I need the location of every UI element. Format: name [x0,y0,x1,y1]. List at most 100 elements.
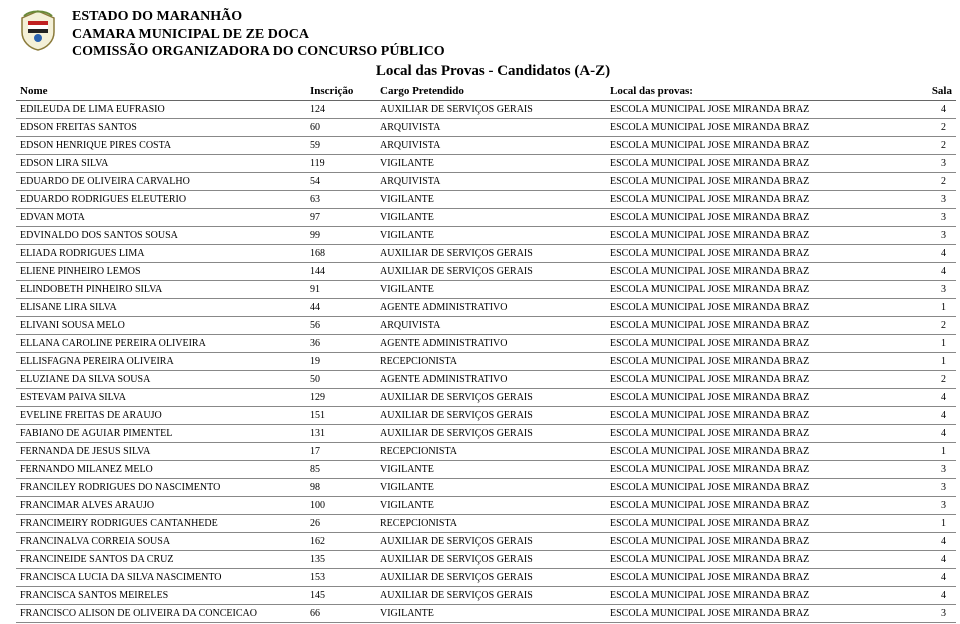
cell-nome: EDUARDO RODRIGUES ELEUTERIO [16,190,306,208]
cell-inscricao: 144 [306,262,376,280]
cell-nome: ELISANE LIRA SILVA [16,298,306,316]
cell-cargo: AUXILIAR DE SERVIÇOS GERAIS [376,100,606,118]
cell-inscricao: 100 [306,496,376,514]
th-sala: Sala [916,82,956,101]
table-row: FRANCISCA LUCIA DA SILVA NASCIMENTO153AU… [16,568,956,586]
header-titles: ESTADO DO MARANHÃO CAMARA MUNICIPAL DE Z… [72,8,944,80]
cell-local: ESCOLA MUNICIPAL JOSE MIRANDA BRAZ [606,244,916,262]
cell-cargo: AUXILIAR DE SERVIÇOS GERAIS [376,424,606,442]
cell-cargo: AUXILIAR DE SERVIÇOS GERAIS [376,244,606,262]
cell-sala: 3 [916,190,956,208]
cell-sala: 4 [916,424,956,442]
cell-sala: 4 [916,532,956,550]
cell-cargo: AUXILIAR DE SERVIÇOS GERAIS [376,262,606,280]
th-inscricao: Inscrição [306,82,376,101]
cell-sala: 4 [916,586,956,604]
cell-sala: 1 [916,298,956,316]
table-row: EVELINE FREITAS DE ARAUJO151AUXILIAR DE … [16,406,956,424]
cell-sala: 3 [916,496,956,514]
cell-sala: 1 [916,514,956,532]
cell-inscricao: 97 [306,208,376,226]
cell-nome: FRANCIMAR ALVES ARAUJO [16,496,306,514]
cell-nome: ELIADA RODRIGUES LIMA [16,244,306,262]
cell-inscricao: 131 [306,424,376,442]
page-subtitle: Local das Provas - Candidatos (A-Z) [72,63,944,80]
cell-cargo: VIGILANTE [376,496,606,514]
cell-local: ESCOLA MUNICIPAL JOSE MIRANDA BRAZ [606,118,916,136]
cell-sala: 3 [916,460,956,478]
table-row: EDSON HENRIQUE PIRES COSTA59ARQUIVISTAES… [16,136,956,154]
cell-local: ESCOLA MUNICIPAL JOSE MIRANDA BRAZ [606,550,916,568]
cell-local: ESCOLA MUNICIPAL JOSE MIRANDA BRAZ [606,334,916,352]
cell-cargo: AUXILIAR DE SERVIÇOS GERAIS [376,388,606,406]
cell-cargo: VIGILANTE [376,226,606,244]
cell-local: ESCOLA MUNICIPAL JOSE MIRANDA BRAZ [606,262,916,280]
cell-inscricao: 151 [306,406,376,424]
cell-nome: ELIENE PINHEIRO LEMOS [16,262,306,280]
cell-local: ESCOLA MUNICIPAL JOSE MIRANDA BRAZ [606,172,916,190]
table-row: ELIENE PINHEIRO LEMOS144AUXILIAR DE SERV… [16,262,956,280]
cell-nome: ELUZIANE DA SILVA SOUSA [16,370,306,388]
cell-inscricao: 54 [306,172,376,190]
cell-local: ESCOLA MUNICIPAL JOSE MIRANDA BRAZ [606,496,916,514]
cell-inscricao: 129 [306,388,376,406]
cell-nome: FRANCISCA LUCIA DA SILVA NASCIMENTO [16,568,306,586]
table-row: FRANCINALVA CORREIA SOUSA162AUXILIAR DE … [16,532,956,550]
table-row: FRANCISCA SANTOS MEIRELES145AUXILIAR DE … [16,586,956,604]
cell-cargo: AGENTE ADMINISTRATIVO [376,298,606,316]
cell-cargo: AGENTE ADMINISTRATIVO [376,370,606,388]
cell-nome: EVELINE FREITAS DE ARAUJO [16,406,306,424]
table-row: ELUZIANE DA SILVA SOUSA50AGENTE ADMINIST… [16,370,956,388]
cell-cargo: ARQUIVISTA [376,118,606,136]
cell-inscricao: 135 [306,550,376,568]
table-row: FABIANO DE AGUIAR PIMENTEL131AUXILIAR DE… [16,424,956,442]
table-row: ESTEVAM PAIVA SILVA129AUXILIAR DE SERVIÇ… [16,388,956,406]
table-header-row: Nome Inscrição Cargo Pretendido Local da… [16,82,956,101]
cell-nome: EDSON HENRIQUE PIRES COSTA [16,136,306,154]
cell-sala: 2 [916,316,956,334]
cell-sala: 2 [916,172,956,190]
table-row: EDUARDO DE OLIVEIRA CARVALHO54ARQUIVISTA… [16,172,956,190]
cell-sala: 3 [916,280,956,298]
cell-cargo: VIGILANTE [376,208,606,226]
cell-sala: 2 [916,370,956,388]
cell-local: ESCOLA MUNICIPAL JOSE MIRANDA BRAZ [606,568,916,586]
table-row: EDSON LIRA SILVA119VIGILANTEESCOLA MUNIC… [16,154,956,172]
table-row: FRANCISCO ALISON DE OLIVEIRA DA CONCEICA… [16,604,956,622]
cell-nome: EDILEUDA DE LIMA EUFRASIO [16,100,306,118]
cell-inscricao: 91 [306,280,376,298]
cell-cargo: AUXILIAR DE SERVIÇOS GERAIS [376,568,606,586]
cell-nome: FRANCILEY RODRIGUES DO NASCIMENTO [16,478,306,496]
cell-inscricao: 19 [306,352,376,370]
table-row: FERNANDO MILANEZ MELO85VIGILANTEESCOLA M… [16,460,956,478]
cell-sala: 4 [916,244,956,262]
cell-cargo: AUXILIAR DE SERVIÇOS GERAIS [376,532,606,550]
table-row: FRANCIMEIRY RODRIGUES CANTANHEDE26RECEPC… [16,514,956,532]
cell-local: ESCOLA MUNICIPAL JOSE MIRANDA BRAZ [606,604,916,622]
table-row: EDVAN MOTA97VIGILANTEESCOLA MUNICIPAL JO… [16,208,956,226]
cell-cargo: VIGILANTE [376,280,606,298]
cell-cargo: VIGILANTE [376,154,606,172]
table-row: ELLANA CAROLINE PEREIRA OLIVEIRA36AGENTE… [16,334,956,352]
cell-local: ESCOLA MUNICIPAL JOSE MIRANDA BRAZ [606,100,916,118]
cell-local: ESCOLA MUNICIPAL JOSE MIRANDA BRAZ [606,370,916,388]
cell-cargo: VIGILANTE [376,478,606,496]
header-line-1: ESTADO DO MARANHÃO [72,8,944,26]
state-crest-icon [16,8,60,52]
cell-cargo: VIGILANTE [376,190,606,208]
cell-nome: FRANCISCO ALISON DE OLIVEIRA DA CONCEICA… [16,604,306,622]
cell-nome: EDSON LIRA SILVA [16,154,306,172]
cell-inscricao: 153 [306,568,376,586]
table-row: EDVINALDO DOS SANTOS SOUSA99VIGILANTEESC… [16,226,956,244]
cell-nome: FRANCIMEIRY RODRIGUES CANTANHEDE [16,514,306,532]
cell-local: ESCOLA MUNICIPAL JOSE MIRANDA BRAZ [606,424,916,442]
cell-local: ESCOLA MUNICIPAL JOSE MIRANDA BRAZ [606,352,916,370]
table-row: FRANCINEIDE SANTOS DA CRUZ135AUXILIAR DE… [16,550,956,568]
table-row: EDILEUDA DE LIMA EUFRASIO124AUXILIAR DE … [16,100,956,118]
cell-sala: 4 [916,550,956,568]
th-nome: Nome [16,82,306,101]
header-line-2: CAMARA MUNICIPAL DE ZE DOCA [72,26,944,44]
cell-sala: 1 [916,442,956,460]
header-line-3: COMISSÃO ORGANIZADORA DO CONCURSO PÚBLIC… [72,43,944,61]
cell-local: ESCOLA MUNICIPAL JOSE MIRANDA BRAZ [606,478,916,496]
